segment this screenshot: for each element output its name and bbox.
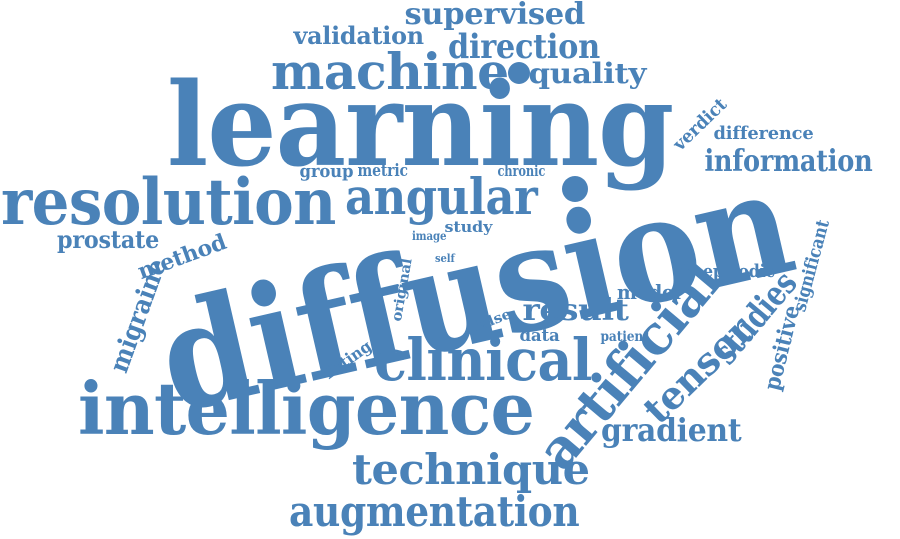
- word-prostate: prostate: [57, 225, 160, 254]
- word-study: study: [444, 217, 492, 236]
- word-information: information: [703, 144, 872, 179]
- word-episodic: episodic: [703, 261, 775, 282]
- word-quality: quality: [528, 57, 646, 90]
- word-image: image: [412, 229, 447, 243]
- word-machine: machine: [271, 42, 509, 101]
- word-self: self: [434, 251, 455, 265]
- word-difference: difference: [713, 123, 813, 144]
- word-direction: direction: [448, 27, 600, 67]
- word-resolution: resolution: [0, 165, 336, 240]
- word-data: data: [518, 325, 560, 346]
- word-angular: angular: [345, 167, 538, 226]
- word-gradient: gradient: [601, 411, 742, 449]
- word-chronic: chronic: [496, 161, 545, 180]
- word-learning: learning: [166, 57, 674, 193]
- word-supervised: supervised: [403, 0, 585, 32]
- word-result: result: [521, 293, 629, 328]
- decorative-dot: [508, 62, 530, 84]
- decorative-dot: [562, 176, 588, 202]
- word-intelligence: intelligence: [78, 366, 535, 451]
- word-technique: technique: [351, 445, 590, 494]
- word-validation: validation: [293, 21, 424, 50]
- word-augmentation: augmentation: [289, 487, 580, 536]
- word-metric: metric: [357, 160, 408, 181]
- word-model: model: [617, 280, 681, 304]
- word-clinical: clinical: [373, 326, 593, 394]
- word-group: group: [299, 161, 353, 182]
- word-patient: patient: [600, 329, 649, 345]
